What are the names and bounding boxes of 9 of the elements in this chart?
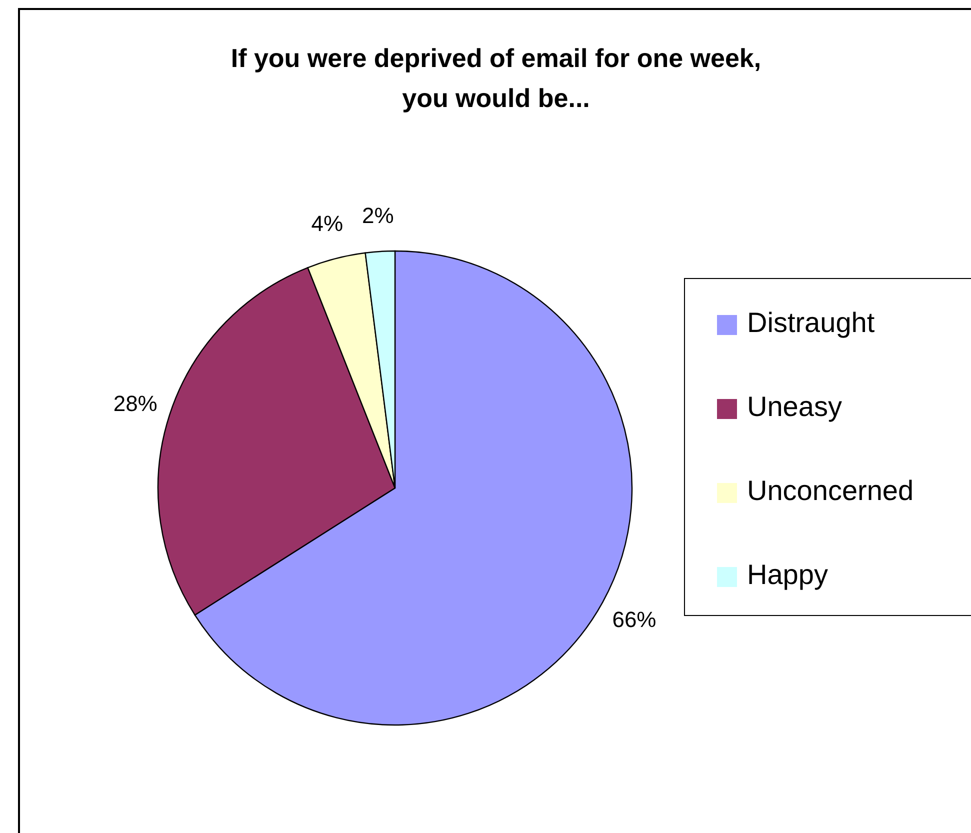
legend-label: Uneasy: [747, 391, 842, 422]
data-label: 28%: [113, 391, 158, 416]
data-label: 2%: [362, 203, 394, 228]
data-label: 4%: [311, 211, 344, 236]
data-label: 66%: [612, 607, 656, 632]
legend-label: Unconcerned: [747, 475, 914, 506]
legend-label: Distraught: [747, 307, 875, 338]
legend-label: Happy: [747, 559, 828, 590]
chart-title: If you were deprived of email for one week, you would be...: [230, 42, 762, 115]
